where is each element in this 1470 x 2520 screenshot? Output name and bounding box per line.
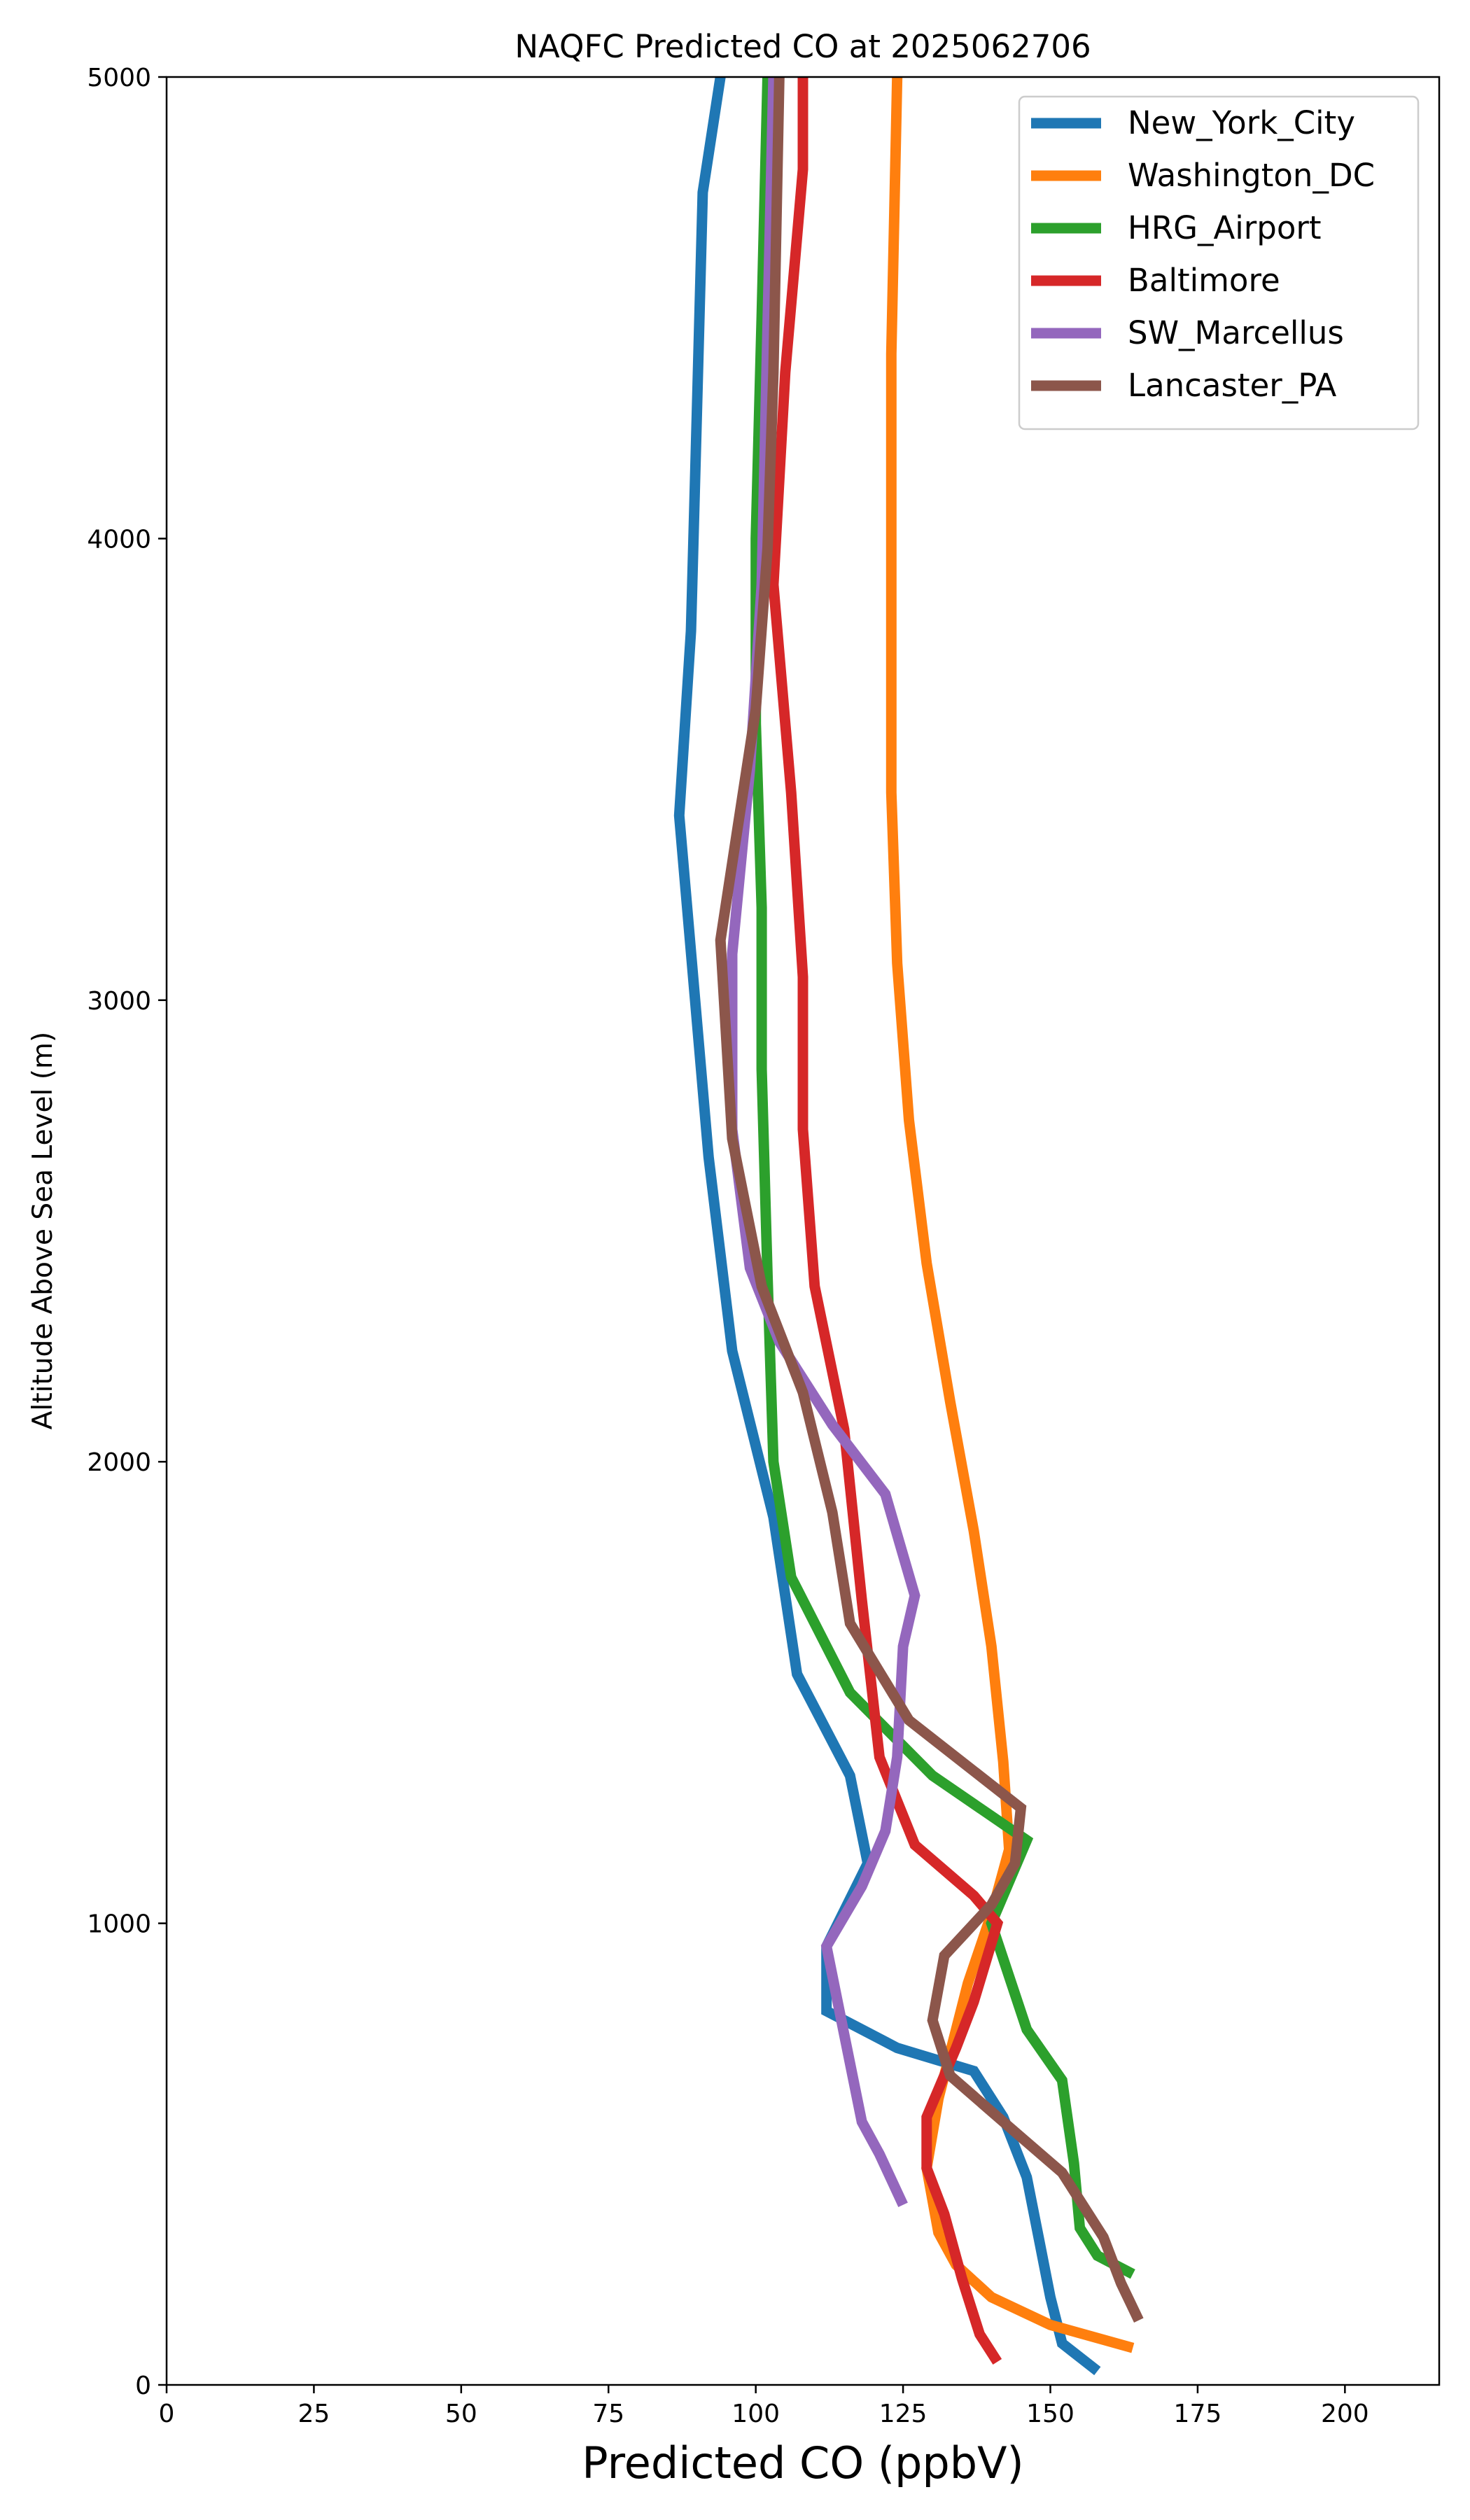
x-tick-label: 125 (879, 2400, 927, 2428)
legend-label: SW_Marcellus (1128, 314, 1344, 351)
series-line-lancaster-pa (715, 76, 1144, 2323)
x-tick-label: 0 (159, 2400, 175, 2428)
x-tick-label: 25 (298, 2400, 330, 2428)
legend-label: Baltimore (1128, 262, 1280, 299)
x-axis-label: Predicted CO (ppbV) (582, 2437, 1023, 2488)
y-axis-label: Altitude Above Sea Level (m) (27, 1032, 59, 1429)
legend: New_York_City Washington_DC HRG_Airport Bal… (1018, 95, 1420, 430)
x-tick-label: 150 (1026, 2400, 1074, 2428)
x-tick-label: 100 (732, 2400, 780, 2428)
legend-label: Washington_DC (1128, 157, 1375, 194)
x-axis-ticks: 0 25 50 75 100 125 150 175 200 (159, 2385, 1369, 2428)
y-tick-label: 5000 (87, 64, 151, 92)
chart-title: NAQFC Predicted CO at 2025062706 (514, 28, 1091, 65)
legend-label: New_York_City (1128, 104, 1355, 141)
y-tick-label: 1000 (87, 1910, 151, 1939)
x-tick-label: 200 (1321, 2400, 1369, 2428)
y-tick-label: 0 (135, 2372, 151, 2400)
y-axis-ticks: 0 1000 2000 3000 4000 5000 (87, 64, 167, 2400)
y-tick-label: 2000 (87, 1448, 151, 1477)
legend-box (1018, 95, 1420, 430)
x-tick-label: 50 (445, 2400, 477, 2428)
x-tick-label: 175 (1174, 2400, 1222, 2428)
y-tick-label: 4000 (87, 525, 151, 554)
y-tick-label: 3000 (87, 987, 151, 1016)
series-lines (673, 76, 1144, 2376)
legend-label: Lancaster_PA (1128, 367, 1337, 404)
x-tick-label: 75 (592, 2400, 624, 2428)
plot-area-frame (165, 76, 1441, 2386)
legend-label: HRG_Airport (1128, 209, 1322, 246)
series-line-baltimore (768, 77, 1004, 2365)
